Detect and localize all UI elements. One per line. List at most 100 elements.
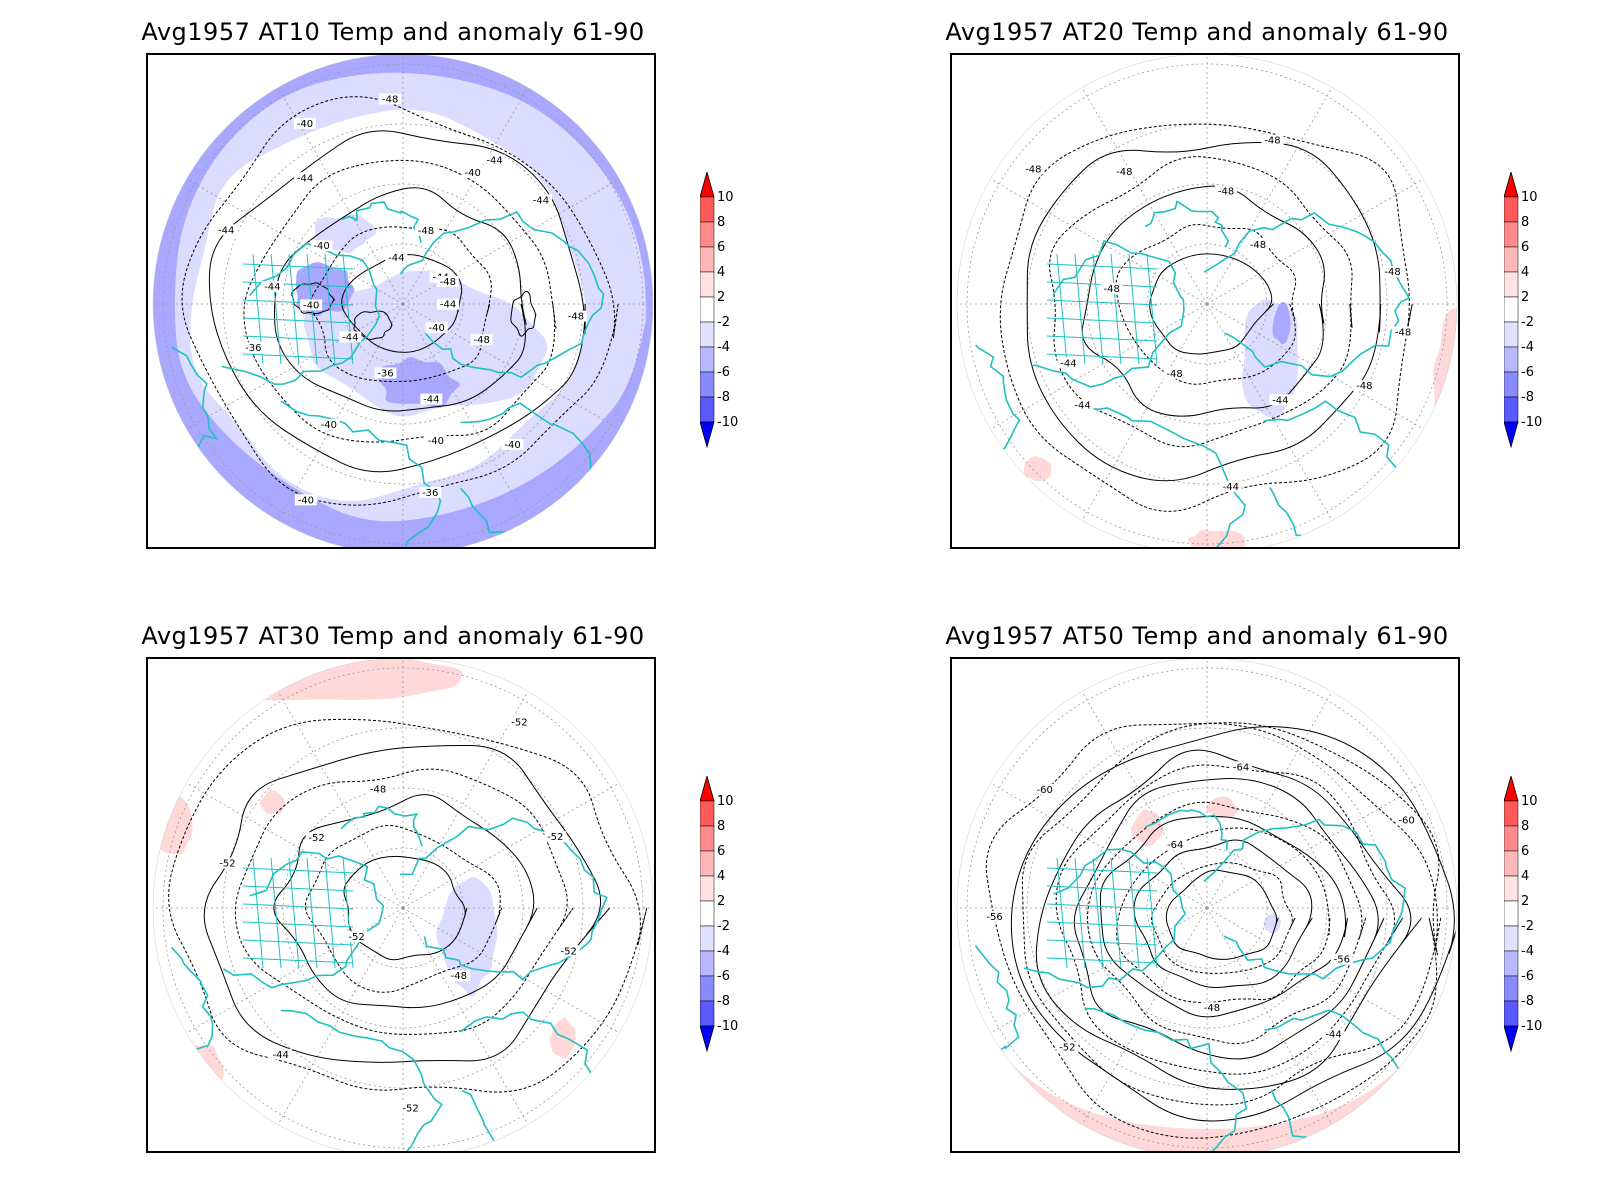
contour-label: -44 (1060, 358, 1076, 369)
colorbar-segment (700, 396, 715, 423)
contour-labels: -56 -44 -48 -52 -56 -60 -64 -64 -60 (983, 761, 1418, 1054)
colorbar-label: 10 (717, 190, 734, 205)
contour-label: -48 (1384, 267, 1400, 278)
colorbar-label: -6 (717, 969, 730, 984)
panel-3-svg: -52 -48 -52 -44 -52 -52 -52 -48 -52 -52 (152, 659, 654, 1151)
colorbar-label: 2 (717, 290, 725, 305)
colorbar-label: 8 (1521, 215, 1529, 230)
colorbar-label: 4 (1521, 869, 1529, 884)
colorbar-segment (700, 246, 715, 273)
contour-label: -48 (1250, 240, 1266, 251)
colorbar-segment (700, 850, 715, 877)
colorbar-label: 6 (717, 844, 725, 859)
contour-label: -44 (264, 282, 280, 293)
contour-label: -64 (1167, 840, 1183, 851)
contour-label: -36 (422, 488, 438, 499)
coastline-0 (221, 241, 381, 386)
colorbar-label: 10 (1521, 794, 1538, 809)
colorbar-segment (1504, 800, 1519, 827)
colorbar-bottom-arrow (700, 421, 715, 449)
colorbar-label: 8 (1521, 819, 1529, 834)
contour-label: -48 (370, 785, 386, 796)
coastline-3 (1084, 407, 1246, 547)
colorbar-label: -8 (1521, 994, 1534, 1009)
colorbar-segment (700, 221, 715, 248)
map-content (153, 55, 653, 547)
colorbar-segment (1504, 875, 1519, 902)
colorbar-label: 4 (717, 265, 725, 280)
colorbar-segment (700, 825, 715, 852)
contour-label: -48 (1104, 284, 1120, 295)
colorbar-label: -6 (1521, 365, 1534, 380)
colorbar-segment (700, 271, 715, 298)
colorbar-label: -4 (1521, 340, 1534, 355)
colorbar-label: -8 (717, 390, 730, 405)
colorbar-segment (700, 371, 715, 398)
colorbar-segment (1504, 925, 1519, 952)
coastline-1 (400, 817, 608, 981)
colorbar-segment (1504, 296, 1519, 323)
contour-label: -52 (348, 932, 364, 943)
contours (181, 96, 619, 506)
map-content (153, 659, 653, 1151)
colorbar-segment (700, 975, 715, 1002)
contour-label: -52 (219, 859, 235, 870)
colorbar-segment (1504, 900, 1519, 927)
colorbar-label: -6 (1521, 969, 1534, 984)
panel-3-title: Avg1957 AT30 Temp and anomaly 61-90 (141, 622, 645, 650)
colorbar-segment (700, 321, 715, 348)
colorbar-segment (1504, 850, 1519, 877)
colorbar-label: -6 (717, 365, 730, 380)
contour-label: -48 (440, 277, 456, 288)
contour-label: -44 (486, 155, 502, 166)
contour-label: -48 (1025, 164, 1041, 175)
contour-label: -52 (547, 832, 563, 843)
colorbar-label: 8 (717, 819, 725, 834)
colorbar-label: 2 (717, 894, 725, 909)
contour-label: -60 (1036, 785, 1052, 796)
coastline-4 (1144, 809, 1229, 851)
colorbar-label: -2 (717, 315, 730, 330)
contour-label: -44 (1272, 395, 1288, 406)
contours (999, 123, 1413, 512)
colorbar-segment (1504, 271, 1519, 298)
coastline-3 (280, 400, 442, 547)
panel-2-title: Avg1957 AT20 Temp and anomaly 61-90 (945, 18, 1449, 46)
contour-label: -52 (511, 717, 527, 728)
contours (168, 718, 648, 1093)
colorbar-segment (1504, 196, 1519, 223)
coastline-5 (975, 344, 1021, 461)
panel-3-map: -52 -48 -52 -44 -52 -52 -52 -48 -52 -52 (146, 657, 656, 1153)
colorbar-segment (1504, 975, 1519, 1002)
coastline-2 (459, 1011, 603, 1150)
contour-label: -64 (1233, 762, 1249, 773)
colorbar-4: 10 8 6 4 2 -2 -4 -6 -8 -10 (1504, 776, 1584, 1066)
colorbar-label: -4 (717, 944, 730, 959)
coastline-4 (340, 805, 423, 847)
panel-2-map: -48 -48 -44 -44 -48 -44 -44 -48 -48 -48 -48 -48 -48 -… (950, 53, 1460, 549)
colorbar-label: 2 (1521, 290, 1529, 305)
contour-label: -44 (533, 195, 549, 206)
coastlines (975, 200, 1411, 547)
contour-label: -40 (465, 168, 481, 179)
colorbar-segment (1504, 221, 1519, 248)
contour-label: -52 (561, 946, 577, 957)
panel-1-map: -44 -48 -40 -40 -44 -40 -36 -36 -40 -40 -44 -36 -40-… (146, 53, 656, 549)
contour-labels: -48 -48 -44 -44 -48 -44 -44 -48 -48 -48 -48 -48 -48 -… (1022, 134, 1415, 493)
colorbar-3: 10 8 6 4 2 -2 -4 -6 -8 -10 (700, 776, 780, 1066)
contour-label: -48 (382, 95, 398, 106)
contour-label: -56 (1334, 955, 1350, 966)
panel-1-title: Avg1957 AT10 Temp and anomaly 61-90 (141, 18, 645, 46)
contour-label: -36 (377, 368, 393, 379)
colorbar-label: -2 (717, 919, 730, 934)
contour-labels: -44-48-40-40-44-40-36-36-40-40-44-36-40-… (215, 93, 587, 506)
contour-label: -40 (429, 323, 445, 334)
colorbar-segment (1504, 825, 1519, 852)
colorbar-label: -10 (1521, 415, 1542, 430)
coastline-5 (974, 945, 1020, 1073)
colorbar-segment (1504, 1000, 1519, 1027)
colorbar-segment (700, 1000, 715, 1027)
colorbar-1: 10 8 6 4 2 -2 -4 -6 -8 -10 (700, 172, 780, 462)
contour-label: -48 (1264, 135, 1280, 146)
colorbar-bottom-arrow (1504, 421, 1519, 449)
